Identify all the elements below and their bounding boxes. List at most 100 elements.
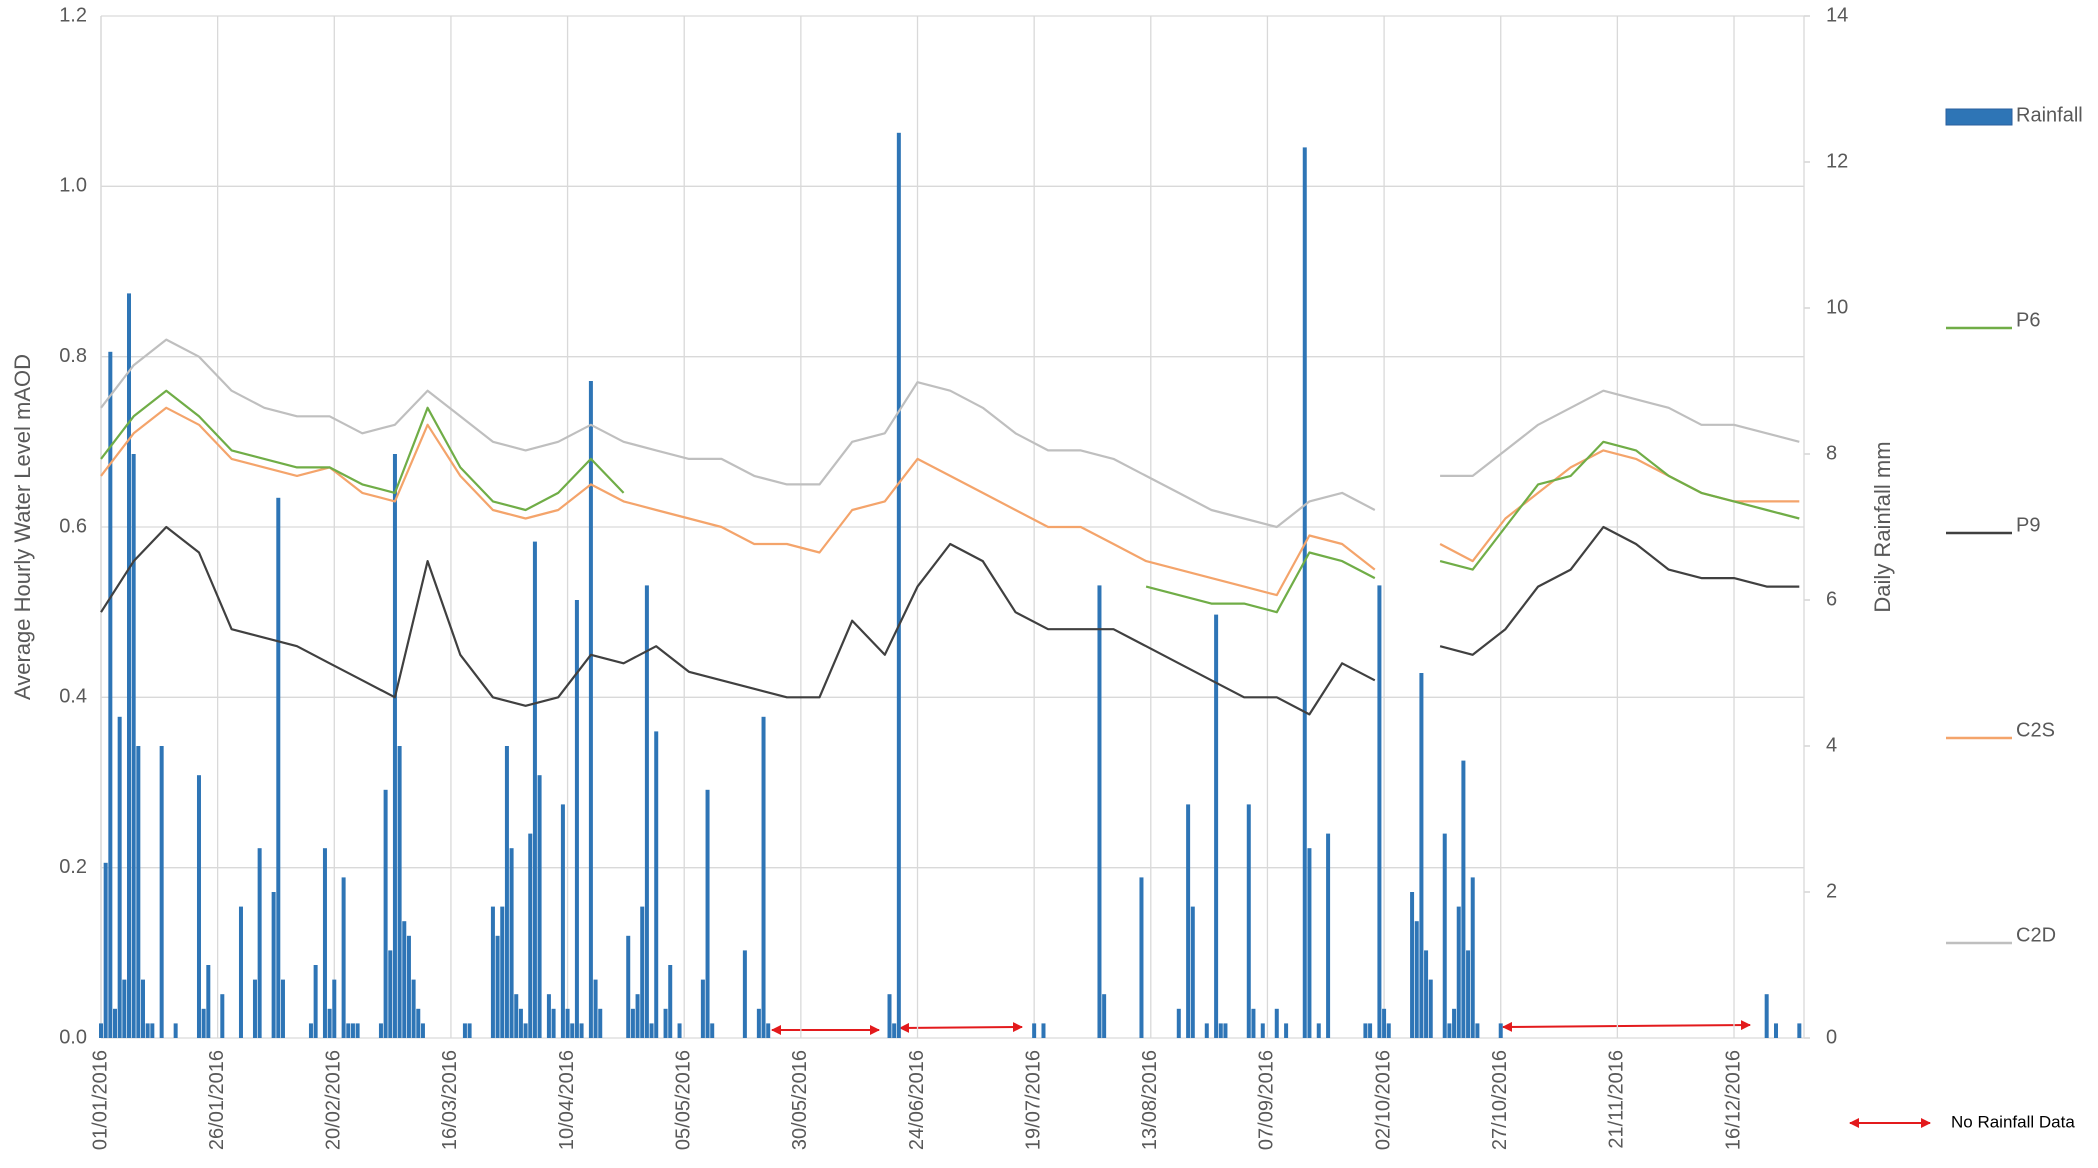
rain-bar (1190, 906, 1195, 1038)
x-tick-label: 16/12/2016 (1722, 1050, 1744, 1150)
rain-bar (635, 994, 640, 1038)
rain-bar (677, 1023, 682, 1038)
rain-bar (346, 1023, 351, 1038)
rain-bar (322, 848, 327, 1038)
rain-bar (1251, 1008, 1256, 1038)
rain-bar (1475, 1023, 1480, 1038)
rain-bar (308, 1023, 313, 1038)
arrow (899, 1022, 1023, 1033)
rain-bar (1377, 585, 1382, 1038)
rain-bar (700, 979, 705, 1038)
y2-tick-label: 2 (1826, 880, 1837, 902)
rain-bar (896, 132, 901, 1039)
rain-bar (1218, 1023, 1223, 1038)
rain-bar (136, 746, 141, 1038)
x-tick-label: 24/06/2016 (906, 1050, 928, 1150)
no-data-arrows (771, 1020, 1931, 1128)
rain-bar (145, 1023, 150, 1038)
rain-bar (766, 1023, 771, 1038)
rain-bar (411, 979, 416, 1038)
rain-bar (1452, 1008, 1457, 1038)
rain-bar (1410, 892, 1415, 1038)
rain-bar (196, 775, 201, 1038)
rain-bar (546, 994, 551, 1038)
water-level-line (100, 406, 1800, 597)
rain-bar (467, 1023, 472, 1038)
rain-bar (1302, 147, 1307, 1038)
rain-bar (1097, 585, 1102, 1038)
rain-bar (644, 585, 649, 1038)
rain-bar (206, 965, 211, 1038)
rain-bar (887, 994, 892, 1038)
annotation: No Rainfall Data (1951, 1112, 2075, 1131)
rain-bar (1466, 950, 1471, 1038)
rain-bar (1382, 1008, 1387, 1038)
rain-bar (327, 1008, 332, 1038)
rain-bar (350, 1023, 355, 1038)
rain-bar (1260, 1023, 1265, 1038)
x-tick-label: 13/08/2016 (1139, 1050, 1161, 1150)
x-tick-label: 01/01/2016 (89, 1050, 111, 1150)
rain-bar (1284, 1023, 1289, 1038)
rain-bar (537, 775, 542, 1038)
rain-bar (252, 979, 257, 1038)
rain-bar (500, 906, 505, 1038)
rain-bar (588, 381, 593, 1038)
rain-bar (1274, 1008, 1279, 1038)
rain-bar (159, 746, 164, 1038)
legend-label: P6 (2016, 309, 2040, 331)
rain-bar (1447, 1023, 1452, 1038)
x-tick-label: 16/03/2016 (439, 1050, 461, 1150)
rain-bar (1246, 804, 1251, 1038)
rain-bar (117, 716, 122, 1038)
rain-bar (1419, 673, 1424, 1038)
rain-bar (514, 994, 519, 1038)
x-tick-label: 30/05/2016 (789, 1050, 811, 1150)
rain-bar (509, 848, 514, 1038)
rain-bar (1368, 1023, 1373, 1038)
rain-bar (131, 454, 136, 1038)
rain-bar (495, 935, 500, 1038)
y2-tick-label: 0 (1826, 1026, 1837, 1048)
rain-bar (892, 1023, 897, 1038)
rain-bar (1414, 921, 1419, 1038)
x-tick-label: 26/01/2016 (206, 1050, 228, 1150)
rain-bar (108, 351, 113, 1038)
rain-bar (280, 979, 285, 1038)
rain-bar (1428, 979, 1433, 1038)
rain-bar (122, 979, 127, 1038)
rain-bar (668, 965, 673, 1038)
rain-bar (462, 1023, 467, 1038)
rain-bar (1442, 833, 1447, 1038)
rain-bar (570, 1023, 575, 1038)
rain-bar (1176, 1008, 1181, 1038)
rain-bar (1470, 877, 1475, 1038)
rain-bar (663, 1008, 668, 1038)
rain-bar (649, 1023, 654, 1038)
rain-bar (1774, 1023, 1779, 1038)
y2-tick-label: 12 (1826, 150, 1848, 172)
legend-label: C2D (2016, 924, 2056, 946)
rain-bar (140, 979, 145, 1038)
rain-bar (103, 862, 108, 1038)
rain-bar (112, 1008, 117, 1038)
rain-bar (1363, 1023, 1368, 1038)
rain-bar (742, 950, 747, 1038)
x-tick-label: 10/04/2016 (556, 1050, 578, 1150)
rain-bar (1204, 1023, 1209, 1038)
y-tick-label: 0.8 (59, 345, 87, 367)
rain-bar (1102, 994, 1107, 1038)
rain-bar (1764, 994, 1769, 1038)
rain-bar (626, 935, 631, 1038)
rain-bar (402, 921, 407, 1038)
rain-bar (416, 1008, 421, 1038)
rain-bar (579, 1023, 584, 1038)
rain-bar (705, 789, 710, 1038)
rain-bar (406, 935, 411, 1038)
rain-bar (523, 1023, 528, 1038)
y2-tick-label: 4 (1826, 734, 1837, 756)
rain-bar (238, 906, 243, 1038)
rain-bar (1307, 848, 1312, 1038)
x-tick-label: 20/02/2016 (323, 1050, 345, 1150)
